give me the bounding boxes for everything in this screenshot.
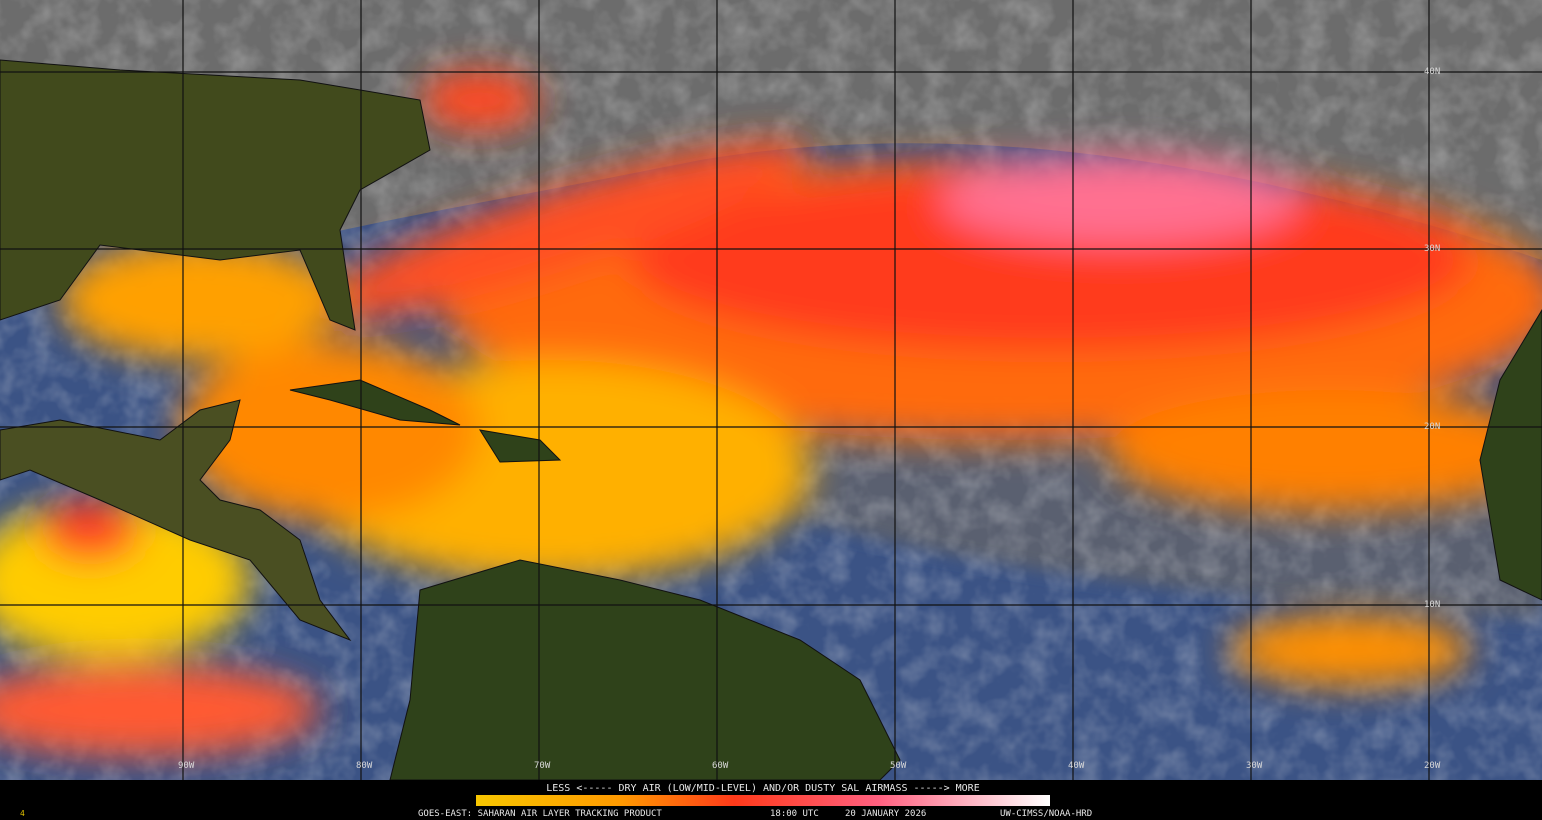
color-bar xyxy=(476,795,1050,806)
lon-label: 50W xyxy=(890,761,907,771)
lat-label: 20N xyxy=(1424,422,1440,432)
longitude-labels: 90W 80W 70W 60W 50W 40W 30W 20W xyxy=(178,761,1441,771)
date: 20 JANUARY 2026 xyxy=(845,809,926,819)
lat-lon-grid xyxy=(0,0,1542,780)
legend-caption: LESS <----- DRY AIR (LOW/MID-LEVEL) AND/… xyxy=(546,783,979,794)
product-name: GOES-EAST: SAHARAN AIR LAYER TRACKING PR… xyxy=(418,809,662,819)
lon-label: 30W xyxy=(1246,761,1263,771)
lat-label: 40N xyxy=(1424,67,1440,77)
lat-label: 30N xyxy=(1424,244,1440,254)
landmasses xyxy=(0,59,1542,781)
time: 18:00 UTC xyxy=(770,809,819,819)
corner-mark: 4 xyxy=(20,809,25,818)
latitude-labels: 40N 30N 20N 10N xyxy=(1424,67,1440,610)
lat-label: 10N xyxy=(1424,600,1440,610)
credit: UW-CIMSS/NOAA-HRD xyxy=(1000,809,1092,819)
lon-label: 20W xyxy=(1424,761,1441,771)
lon-label: 60W xyxy=(712,761,729,771)
lon-label: 70W xyxy=(534,761,551,771)
lon-label: 80W xyxy=(356,761,373,771)
lon-label: 40W xyxy=(1068,761,1085,771)
lon-label: 90W xyxy=(178,761,195,771)
